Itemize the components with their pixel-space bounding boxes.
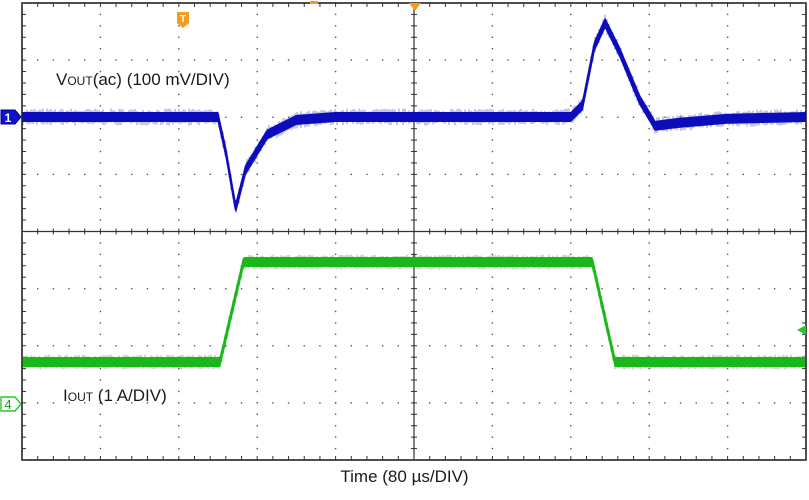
x-axis-label: Time (80 µs/DIV) (340, 467, 469, 486)
trigger-level-arrow-icon (797, 325, 806, 335)
trigger-position-marker: T (177, 12, 189, 28)
vout-label-main: V (56, 70, 68, 89)
trigger-time-arrow-icon (409, 3, 421, 11)
trigger-label: T (180, 14, 186, 25)
channel-1-label: 1 (5, 111, 12, 125)
iout-label-main: I (63, 386, 68, 405)
graticule-grid (21, 2, 807, 461)
vout-label-sub: OUT (67, 74, 93, 88)
iout-trace (22, 254, 806, 370)
channel-4-marker: 4 (0, 396, 22, 412)
vout-trace (22, 14, 806, 213)
iout-label-sub: OUT (67, 390, 94, 404)
channel-1-marker: 1 (0, 109, 22, 125)
vout-label-rest: (ac) (100 mV/DIV) (92, 70, 230, 89)
vout-trace-label: VOUT(ac) (100 mV/DIV) (56, 70, 230, 90)
channel-markers: 1 4 T (0, 1, 806, 412)
waveform-traces (22, 14, 806, 370)
channel-4-label: 4 (4, 397, 11, 412)
iout-label-rest: (1 A/DIV) (93, 386, 167, 405)
iout-trace-label: IOUT (1 A/DIV) (63, 386, 167, 406)
record-view-indicator (310, 1, 318, 4)
